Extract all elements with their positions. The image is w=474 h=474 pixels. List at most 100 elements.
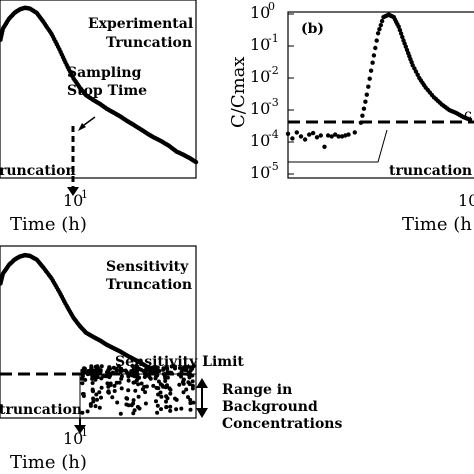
- panel-c-background-point: [111, 365, 116, 370]
- y-tick-exp-3: -3: [268, 96, 279, 109]
- y-tick-base-5: 10: [250, 163, 270, 182]
- panel-c-background-point: [131, 398, 136, 403]
- panel-c-background-point: [119, 386, 124, 391]
- panel-a-title-line2: Truncation: [106, 35, 192, 51]
- panel-c-background-point: [156, 392, 161, 397]
- panel-c-background-point: [153, 376, 158, 381]
- panel-c-background-point: [126, 388, 131, 393]
- panel-b-data-point: [352, 130, 357, 135]
- panel-c-background-point: [114, 380, 119, 385]
- panel-c-background-point: [133, 388, 138, 393]
- panel-c-background-point: [80, 410, 85, 415]
- panel-b-data-point: [371, 53, 377, 58]
- panel-c-background-point: [106, 390, 111, 395]
- y-tick-base-4: 10: [250, 131, 270, 150]
- panel-b-data-point: [314, 135, 320, 140]
- panel-c-background-point: [81, 392, 86, 396]
- panel-b-data-point: [397, 27, 403, 33]
- panel-c-background-point: [155, 368, 160, 373]
- panel-b-data-point: [377, 27, 382, 32]
- panel-c-background-point: [154, 399, 158, 404]
- panel-c-background-point: [110, 395, 115, 400]
- panel-c-background-point: [99, 395, 103, 400]
- panel-b-data-point: [370, 60, 375, 65]
- panel-b-data-point: [363, 99, 368, 104]
- panel-c-background-point: [188, 401, 193, 406]
- panel-c-background-point: [95, 375, 100, 380]
- panel-c-range-arrowhead-up: [196, 378, 208, 388]
- panel-c-background-point: [163, 379, 168, 383]
- panel-b-data-point: [378, 23, 383, 28]
- panel-c-background-point: [91, 399, 96, 404]
- panel-c-background-point: [174, 397, 179, 402]
- panel-c-background-point: [137, 406, 142, 411]
- panel-c-background-point: [136, 382, 141, 387]
- panel-c-background-point: [115, 400, 120, 405]
- panel-c-background-point: [129, 403, 134, 408]
- panel-c-background-point: [143, 401, 148, 406]
- panel-b-data-point: [400, 34, 405, 40]
- panel-c-range-label-line1: Range in: [222, 382, 292, 398]
- panel-c-background-point: [167, 386, 172, 391]
- panel-c-background-point: [159, 394, 164, 399]
- panel-c-background-point: [83, 366, 87, 371]
- panel-b-data-point: [339, 134, 345, 139]
- panel-b-data-point: [336, 134, 341, 139]
- panel-a-x-tick-exp: 1: [81, 188, 88, 201]
- panel-b-edge-label: c: [464, 107, 472, 123]
- panel-c-frame: [0, 245, 197, 419]
- panel-c-background-point: [136, 394, 141, 399]
- panel-c-title-line2: Truncation: [106, 277, 192, 293]
- panel-c-background-point: [94, 392, 99, 397]
- panel-c-background-point: [174, 407, 179, 412]
- panel-c-background-point: [155, 410, 160, 415]
- panel-c-background-point: [159, 407, 163, 412]
- panel-a-series: [0, 5, 199, 165]
- panel-c-background-point: [131, 367, 136, 371]
- panel-c-background-point: [177, 366, 182, 370]
- panel-c-background-point: [97, 405, 102, 410]
- panel-c-background-point: [182, 367, 187, 372]
- panel-c-background-point: [99, 376, 104, 381]
- panel-c-background-point: [137, 375, 142, 380]
- panel-c-background-point: [177, 382, 182, 387]
- panel-b-data-point: [322, 144, 327, 149]
- panel-c-background-point: [190, 379, 195, 384]
- panel-c-background-point: [117, 380, 122, 385]
- panel-c-background-point: [186, 395, 190, 400]
- panel-c-background-point: [118, 411, 123, 416]
- panel-c-background-point: [148, 376, 153, 381]
- panel-b-data-point: [373, 45, 378, 51]
- panel-c-background-point: [151, 383, 156, 388]
- panel-c-background-point: [130, 364, 135, 368]
- panel-a-stop-arrowhead: [67, 187, 79, 196]
- panel-c-background-point: [143, 390, 148, 395]
- panel-c-range-arrowhead-down: [196, 408, 208, 418]
- panel-c-background-point: [99, 385, 104, 390]
- panel-c-range-label-line2: Background: [222, 399, 318, 415]
- panel-c-x-tick-10: 10: [63, 429, 83, 448]
- panel-b-data-point: [374, 38, 379, 43]
- y-tick-exp-1: -1: [268, 32, 279, 45]
- panel-b-y-ticks: [288, 13, 294, 175]
- panel-b-data-point: [379, 18, 385, 24]
- panel-c-background-point: [93, 404, 98, 409]
- panel-c-truncation-arrowhead: [74, 425, 86, 434]
- panel-b-data-point: [285, 131, 291, 136]
- panel-c-x-axis-label: Time (h): [10, 452, 87, 473]
- y-tick-exp-2: -2: [268, 64, 279, 77]
- panel-a-data-point: [193, 159, 199, 165]
- panel-b-data-point: [364, 92, 369, 97]
- panel-c-background-point: [189, 365, 194, 370]
- panel-c-background-point: [90, 381, 95, 385]
- panel-c-title-line1: Sensitivity: [106, 259, 189, 275]
- panel-c-background-point: [119, 376, 124, 381]
- panel-c-background-point: [165, 375, 170, 380]
- panel-c-background-point: [91, 389, 95, 394]
- panel-b-data-point: [398, 31, 404, 36]
- panel-c-background-point: [155, 403, 160, 408]
- panel-b-data-point: [298, 134, 304, 139]
- panel-a-label-arrowhead: [78, 123, 86, 131]
- panel-c-background-point: [112, 383, 117, 388]
